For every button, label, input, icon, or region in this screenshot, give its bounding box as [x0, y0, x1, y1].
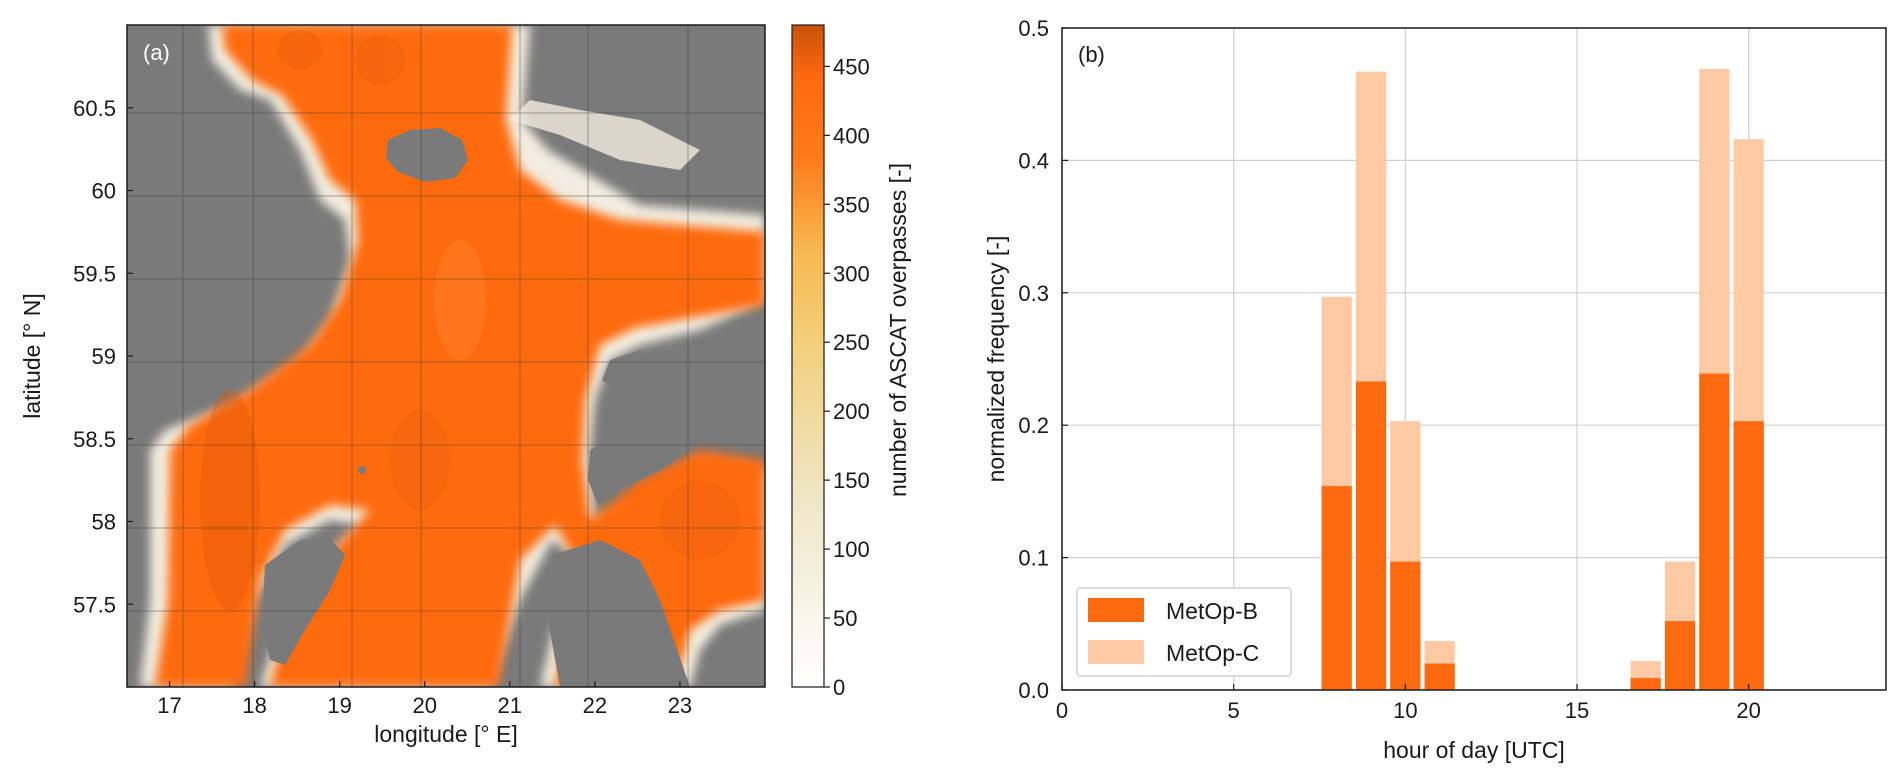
- bar-metop-b: [1355, 381, 1387, 690]
- hiiumaa: [602, 350, 660, 392]
- legend-label-metop-c: MetOp-C: [1166, 640, 1259, 666]
- map-x-tick-label: 23: [668, 693, 692, 718]
- map-y-tick-label: 58.5: [73, 427, 116, 452]
- colorbar-tick-label: 200: [833, 399, 870, 424]
- map-area: [127, 25, 765, 687]
- map-y-tick-label: 57.5: [73, 592, 116, 617]
- map-x-tick-label: 20: [412, 693, 436, 718]
- bar-metop-b: [1424, 663, 1455, 690]
- islands: [262, 100, 700, 687]
- plot-frame: [1061, 27, 1887, 691]
- bar-x-tick-labels: 0 5 10 15 20: [1056, 684, 1761, 723]
- map-y-tick-label: 60: [92, 179, 116, 204]
- sea-texture: [200, 30, 740, 610]
- map-y-tick-label: 58: [92, 510, 116, 535]
- bar-y-tick-label: 0.0: [1018, 678, 1049, 703]
- colorbar-tick-label: 400: [833, 123, 870, 148]
- gotland: [262, 538, 345, 665]
- archipelago-fringe: [510, 100, 700, 170]
- bar-x-tick-label: 20: [1736, 698, 1760, 723]
- colorbar-tick-label: 0: [833, 675, 845, 700]
- panel-b-bar-chart: 0 5 10 15 20 0.0 0.1 0.2 0.3 0.4 0.5 (b) hour of …: [983, 16, 1887, 763]
- bar-y-tick-labels: 0.0 0.1 0.2 0.3 0.4 0.5: [1018, 16, 1068, 703]
- bar-x-tick-label: 10: [1393, 698, 1417, 723]
- map-x-axis-label: longitude [° E]: [374, 721, 517, 747]
- map-y-axis-label: latitude [° N]: [19, 293, 45, 419]
- bars: [1321, 69, 1764, 690]
- bar-metop-b: [1390, 561, 1421, 690]
- bar-metop-b: [1664, 621, 1696, 690]
- bar-metop-b: [1699, 373, 1730, 690]
- map-y-tick-label: 60.5: [73, 96, 116, 121]
- colorbar: [791, 24, 825, 688]
- colorbar-label: number of ASCAT overpasses [-]: [885, 163, 911, 497]
- colorbar-tick-label: 350: [833, 192, 870, 217]
- legend-swatch-metop-b: [1088, 598, 1144, 622]
- map-x-tick-label: 18: [242, 693, 266, 718]
- bar-y-axis-label: normalized frequency [-]: [983, 236, 1009, 483]
- panel-a-label: (a): [143, 40, 170, 65]
- panel-a-map: (a) 17 18 19 20 21 22 23 60.5 60 59.5 59 58.5 58 57.…: [19, 24, 911, 747]
- map-x-tick-labels: 17 18 19 20 21 22 23: [157, 681, 692, 718]
- map-gridlines: [127, 25, 765, 687]
- bar-x-tick-label: 5: [1228, 698, 1240, 723]
- bar-metop-b: [1321, 486, 1352, 690]
- bar-metop-b: [1630, 678, 1661, 690]
- map-x-tick-label: 22: [583, 693, 607, 718]
- colorbar-tick-label: 50: [833, 606, 857, 631]
- colorbar-tick-labels: 0 50 100 150 200 250 300 350 400 450: [824, 54, 870, 700]
- bar-y-tick-label: 0.3: [1018, 281, 1049, 306]
- map-x-tick-label: 17: [157, 693, 181, 718]
- colorbar-tick-label: 450: [833, 54, 870, 79]
- colorbar-tick-label: 250: [833, 330, 870, 355]
- map-x-tick-label: 21: [498, 693, 522, 718]
- map-y-tick-label: 59: [92, 344, 116, 369]
- bar-y-tick-label: 0.2: [1018, 413, 1049, 438]
- legend: MetOp-B MetOp-C: [1076, 587, 1292, 677]
- panel-b-label: (b): [1078, 42, 1105, 67]
- bar-y-tick-label: 0.4: [1018, 148, 1049, 173]
- colorbar-tick-label: 150: [833, 468, 870, 493]
- aland-island: [386, 128, 468, 182]
- legend-label-metop-b: MetOp-B: [1166, 598, 1258, 624]
- colorbar-tick-label: 100: [833, 537, 870, 562]
- bar-metop-b: [1733, 421, 1764, 690]
- map-x-tick-label: 19: [327, 693, 351, 718]
- saaremaa: [588, 430, 690, 505]
- map-y-tick-labels: 60.5 60 59.5 59 58.5 58 57.5: [73, 96, 133, 617]
- bar-y-tick-label: 0.5: [1018, 16, 1049, 41]
- bar-x-tick-label: 0: [1056, 698, 1068, 723]
- bar-x-tick-label: 15: [1565, 698, 1589, 723]
- colorbar-tick-label: 300: [833, 261, 870, 286]
- bar-y-tick-label: 0.1: [1018, 546, 1049, 571]
- sea-high-count: [155, 25, 765, 687]
- map-y-tick-label: 59.5: [73, 261, 116, 286]
- latvia-coast: [548, 540, 690, 687]
- legend-swatch-metop-c: [1088, 640, 1144, 664]
- bar-x-axis-label: hour of day [UTC]: [1383, 737, 1565, 763]
